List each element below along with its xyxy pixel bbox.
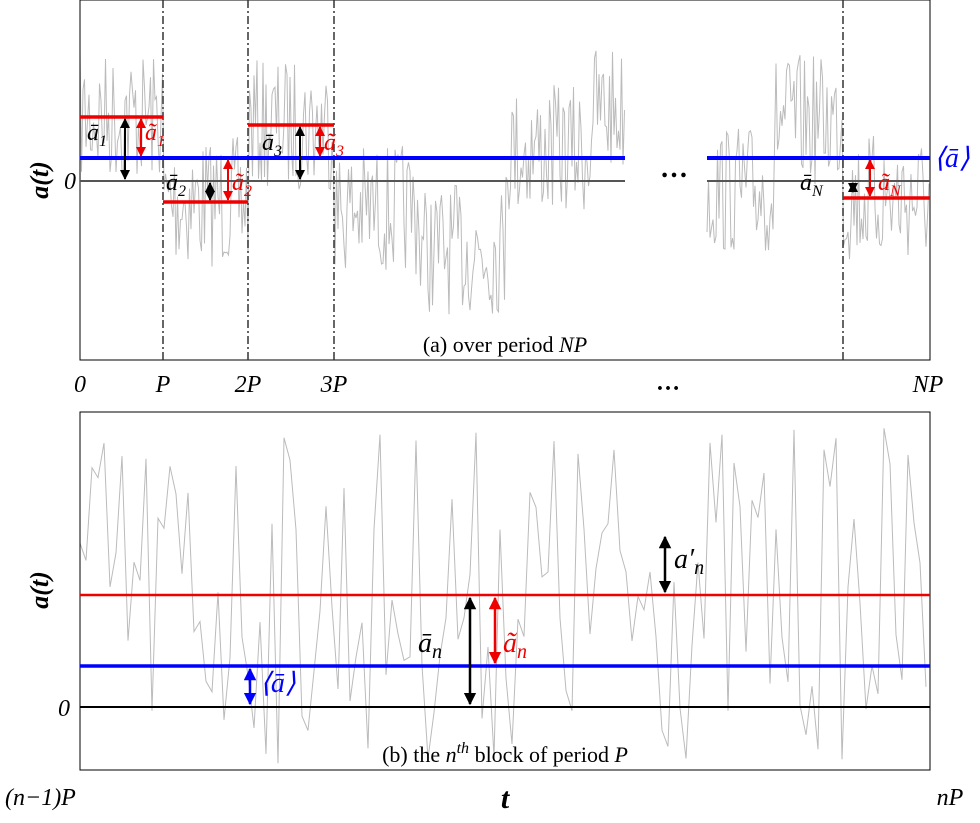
arrows-a bbox=[120, 118, 875, 201]
x-tick: P bbox=[155, 372, 171, 398]
label-mean-2: ā2 bbox=[166, 170, 186, 200]
x-end: nP bbox=[937, 785, 964, 811]
label-fluct-n: a′n bbox=[674, 544, 704, 579]
x-label: t bbox=[501, 782, 511, 815]
label-global-a: ⟨ā⟩ bbox=[934, 143, 970, 174]
x-start: (n−1)P bbox=[5, 785, 76, 811]
label-mean-n: ān bbox=[418, 628, 442, 663]
label-dev-2: ã2 bbox=[232, 170, 252, 200]
label-mean-3: ā3 bbox=[262, 130, 282, 160]
zero-label-b: 0 bbox=[58, 696, 70, 722]
signal-b bbox=[80, 428, 927, 764]
block-mean-lines bbox=[80, 115, 930, 204]
signal-trace-b bbox=[80, 428, 927, 764]
x-ticks-a: 0 P 2P 3P … NP bbox=[74, 370, 944, 398]
zero-label-a: 0 bbox=[64, 169, 76, 195]
x-tick: 3P bbox=[320, 372, 348, 398]
label-mean-N: āN bbox=[800, 170, 824, 200]
gap-ellipsis: … bbox=[660, 153, 688, 184]
caption-b: (b) the nth block of period P bbox=[382, 740, 628, 767]
label-dev-N: ãN bbox=[878, 170, 902, 200]
signal-trace-a bbox=[80, 50, 625, 315]
label-mean-1: ā1 bbox=[87, 120, 107, 150]
label-global-b: ⟨ā⟩ bbox=[260, 668, 296, 699]
label-dev-3: ã3 bbox=[324, 130, 344, 160]
x-tick: 0 bbox=[74, 372, 86, 398]
label-dev-n: ãn bbox=[503, 628, 527, 663]
x-tick: … bbox=[656, 370, 680, 396]
panel-b-frame bbox=[79, 411, 931, 771]
arrows-b bbox=[243, 535, 672, 706]
x-tick: 2P bbox=[235, 372, 262, 398]
x-tick: NP bbox=[912, 372, 944, 398]
y-label-a: a(t) bbox=[25, 161, 54, 199]
caption-a: (a) over period NP bbox=[423, 332, 587, 357]
y-label-b: a(t) bbox=[25, 571, 54, 609]
label-dev-1: ã1 bbox=[145, 120, 165, 150]
